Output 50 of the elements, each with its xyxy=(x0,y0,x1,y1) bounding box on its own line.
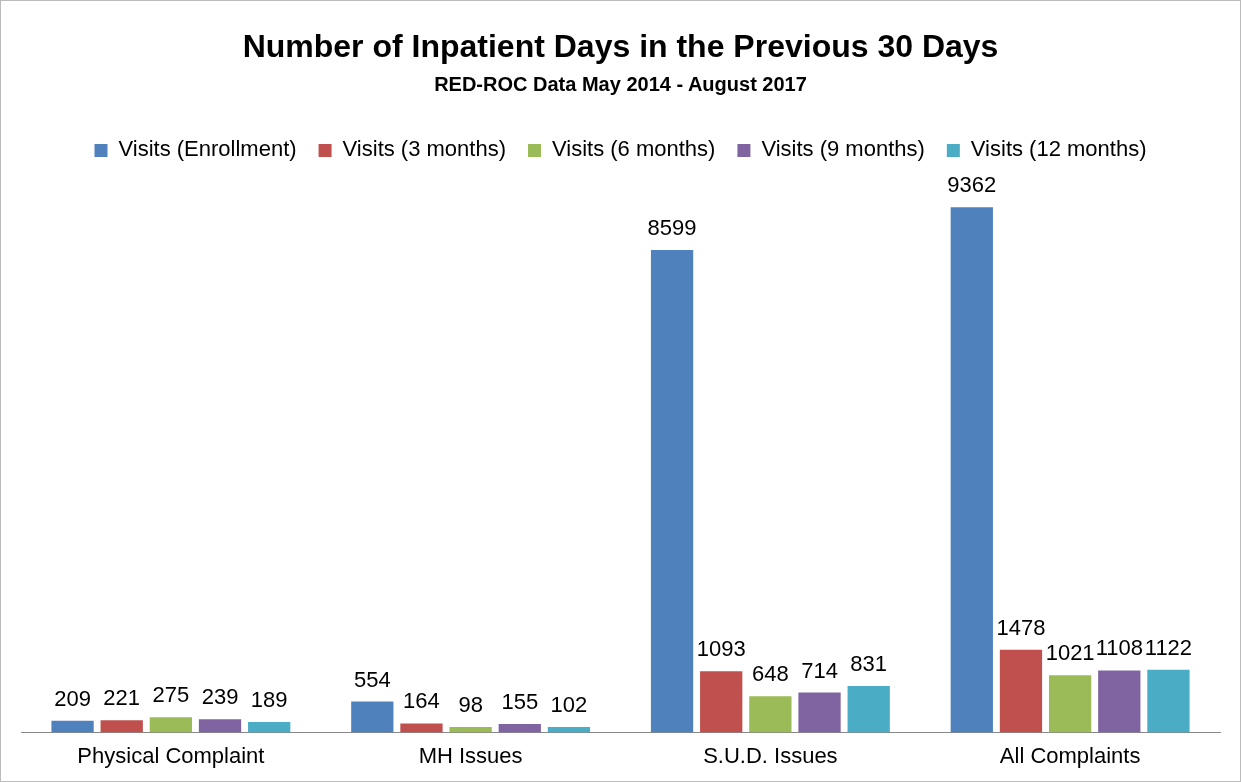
data-label: 221 xyxy=(103,685,141,711)
data-label: 1093 xyxy=(696,636,746,662)
bar xyxy=(1098,670,1141,733)
chart-subtitle: RED-ROC Data May 2014 - August 2017 xyxy=(434,72,807,95)
data-label: 1478 xyxy=(996,614,1046,640)
data-label: 209 xyxy=(54,685,91,711)
data-label: 554 xyxy=(353,666,391,692)
data-label: 239 xyxy=(201,684,239,710)
bar xyxy=(149,717,193,733)
data-label: 275 xyxy=(152,682,190,708)
data-label: 1021 xyxy=(1045,640,1095,666)
bar xyxy=(351,701,394,733)
bar xyxy=(1147,669,1190,733)
data-label: 8599 xyxy=(647,215,697,241)
data-label: 1122 xyxy=(1144,634,1193,660)
legend-label: Visits (12 months) xyxy=(970,136,1147,162)
legend-label: Visits (6 months) xyxy=(552,136,716,162)
bar xyxy=(749,696,792,733)
bar xyxy=(100,720,143,733)
data-label: 714 xyxy=(801,657,838,683)
bar xyxy=(498,723,541,733)
bar xyxy=(650,250,694,733)
bar xyxy=(847,685,890,733)
x-tick-label: All Complaints xyxy=(999,742,1141,768)
data-label: 98 xyxy=(458,692,483,718)
bar xyxy=(950,207,993,733)
data-label: 189 xyxy=(250,687,288,713)
data-label: 831 xyxy=(850,651,888,677)
legend-label: Visits (3 months) xyxy=(342,136,506,162)
data-label: 1108 xyxy=(1095,635,1143,661)
bar xyxy=(700,671,743,733)
x-tick-label: MH Issues xyxy=(418,742,523,768)
x-tick-label: S.U.D. Issues xyxy=(703,742,838,768)
data-label: 648 xyxy=(752,661,789,687)
legend-label: Visits (9 months) xyxy=(761,136,925,162)
bar xyxy=(51,720,94,733)
chart-title: Number of Inpatient Days in the Previous 30 Days xyxy=(242,28,999,65)
bar xyxy=(248,721,291,733)
x-tick-label: Physical Complaint xyxy=(77,742,265,768)
data-label: 155 xyxy=(501,688,539,714)
data-label: 102 xyxy=(550,691,588,717)
bar xyxy=(1048,675,1092,733)
legend-label: Visits (Enrollment) xyxy=(118,136,297,162)
data-label: 9362 xyxy=(947,172,997,198)
bar xyxy=(198,719,242,733)
bar xyxy=(400,723,443,733)
bar xyxy=(999,649,1043,733)
bar xyxy=(798,692,841,733)
data-label: 164 xyxy=(403,688,440,714)
bar xyxy=(449,727,492,733)
